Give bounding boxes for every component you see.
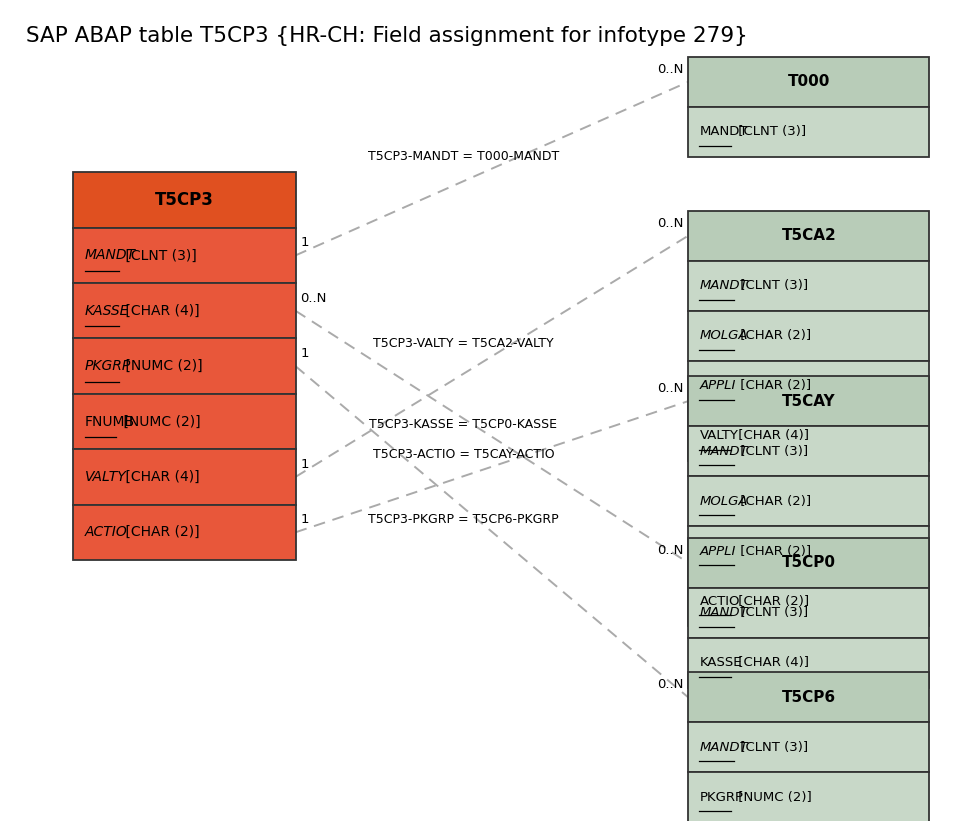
Text: T5CA2: T5CA2 [781,228,836,243]
Text: MOLGA: MOLGA [700,494,748,507]
Text: MANDT: MANDT [700,741,748,754]
Bar [73,394,296,449]
Text: T5CP3-MANDT = T000-MANDT: T5CP3-MANDT = T000-MANDT [368,149,559,163]
Text: ACTIO: ACTIO [700,594,740,608]
Text: 1: 1 [300,347,309,360]
Text: [NUMC (2)]: [NUMC (2)] [121,359,204,374]
Text: [CHAR (2)]: [CHAR (2)] [736,329,811,342]
Bar [688,638,929,688]
Text: [CHAR (4)]: [CHAR (4)] [121,304,200,318]
Text: T5CP3-KASSE = T5CP0-KASSE: T5CP3-KASSE = T5CP0-KASSE [370,418,558,430]
Bar [73,449,296,505]
Bar [73,505,296,560]
Text: ACTIO: ACTIO [84,525,128,539]
Bar [688,261,929,311]
Bar [688,588,929,638]
Text: T5CAY: T5CAY [782,393,835,409]
Text: [CHAR (2)]: [CHAR (2)] [121,525,200,539]
Text: [NUMC (2)]: [NUMC (2)] [119,415,201,429]
Text: [CHAR (4)]: [CHAR (4)] [733,656,808,669]
Text: APPLI: APPLI [700,379,736,392]
Text: [CLNT (3)]: [CLNT (3)] [121,249,197,263]
Text: [CLNT (3)]: [CLNT (3)] [733,126,805,139]
Bar [688,107,929,157]
Bar [73,338,296,394]
Bar [688,57,929,107]
Text: [CHAR (2)]: [CHAR (2)] [736,494,811,507]
Text: MOLGA: MOLGA [700,329,748,342]
Text: VALTY: VALTY [84,470,127,484]
Text: KASSE: KASSE [700,656,742,669]
Text: MANDT: MANDT [700,279,748,292]
Text: 0..N: 0..N [657,544,684,557]
Text: APPLI: APPLI [700,544,736,557]
Bar [688,526,929,576]
Text: MANDT: MANDT [700,606,748,619]
Text: T5CP6: T5CP6 [781,690,836,704]
Text: [CHAR (2)]: [CHAR (2)] [736,379,811,392]
Bar [688,360,929,410]
Text: [NUMC (2)]: [NUMC (2)] [733,791,811,804]
Text: MANDT: MANDT [84,249,135,263]
Text: [CLNT (3)]: [CLNT (3)] [736,445,808,457]
Text: 1: 1 [300,458,309,470]
Text: VALTY: VALTY [700,429,738,443]
Text: [CHAR (2)]: [CHAR (2)] [736,544,811,557]
Text: 1: 1 [300,513,309,526]
Text: PKGRP: PKGRP [700,791,743,804]
Text: [CLNT (3)]: [CLNT (3)] [736,279,808,292]
Bar [73,283,296,338]
Text: T5CP0: T5CP0 [781,555,836,570]
Text: [CLNT (3)]: [CLNT (3)] [736,741,808,754]
Text: 0..N: 0..N [300,291,326,305]
Text: PKGRP: PKGRP [84,359,131,374]
Text: 0..N: 0..N [657,217,684,230]
Bar [688,722,929,773]
Text: T5CP3-VALTY = T5CA2-VALTY: T5CP3-VALTY = T5CA2-VALTY [373,337,554,351]
Text: FNUMB: FNUMB [84,415,134,429]
Text: T5CP3-PKGRP = T5CP6-PKGRP: T5CP3-PKGRP = T5CP6-PKGRP [368,512,559,525]
Bar [688,476,929,526]
Text: MANDT: MANDT [700,445,748,457]
Text: KASSE: KASSE [84,304,129,318]
Text: T5CP3-ACTIO = T5CAY-ACTIO: T5CP3-ACTIO = T5CAY-ACTIO [372,447,554,461]
Bar [688,376,929,426]
Bar [73,172,296,227]
Bar [688,410,929,461]
Bar [688,311,929,360]
Text: [CLNT (3)]: [CLNT (3)] [736,606,808,619]
Text: [CHAR (2)]: [CHAR (2)] [733,594,808,608]
Text: 0..N: 0..N [657,62,684,76]
Text: SAP ABAP table T5CP3 {HR-CH: Field assignment for infotype 279}: SAP ABAP table T5CP3 {HR-CH: Field assig… [26,26,748,46]
Text: [CHAR (4)]: [CHAR (4)] [121,470,200,484]
Text: T5CP3: T5CP3 [155,191,214,209]
Text: 0..N: 0..N [657,382,684,395]
Bar [688,672,929,722]
Bar [73,227,296,283]
Bar [688,538,929,588]
Text: 1: 1 [300,236,309,250]
Bar [688,576,929,626]
Text: MANDT: MANDT [700,126,748,139]
Text: 0..N: 0..N [657,678,684,691]
Text: [CHAR (4)]: [CHAR (4)] [733,429,808,443]
Text: T000: T000 [787,75,830,89]
Bar [688,211,929,261]
Bar [688,773,929,821]
Bar [688,426,929,476]
